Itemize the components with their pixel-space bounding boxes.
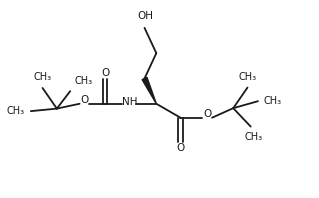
Text: O: O	[101, 68, 109, 78]
Text: CH₃: CH₃	[74, 76, 93, 86]
Text: O: O	[176, 143, 185, 153]
Text: CH₃: CH₃	[6, 106, 25, 116]
Text: CH₃: CH₃	[238, 72, 256, 82]
Text: NH: NH	[122, 97, 137, 107]
Text: CH₃: CH₃	[33, 72, 52, 82]
Text: OH: OH	[137, 11, 153, 21]
Text: CH₃: CH₃	[264, 96, 282, 106]
Text: CH₃: CH₃	[245, 132, 263, 142]
Polygon shape	[142, 77, 156, 104]
Text: O: O	[80, 95, 88, 105]
Text: O: O	[203, 109, 211, 119]
